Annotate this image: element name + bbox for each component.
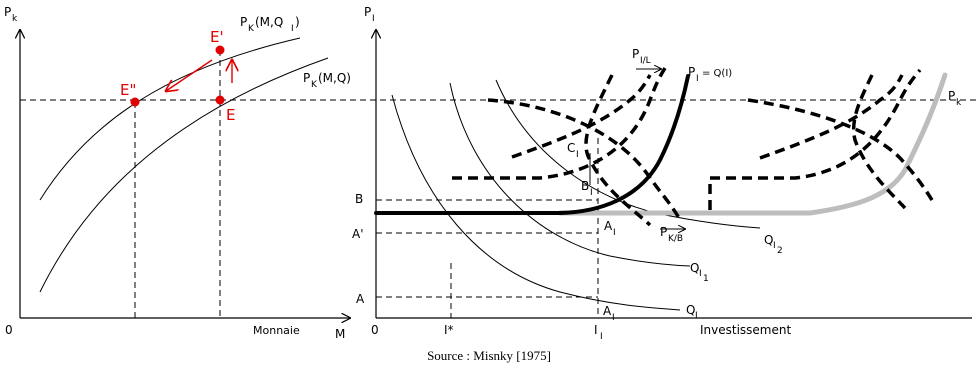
left-panel: P k 0 Monnaie M E' E" E P K (M,Q I ) P xyxy=(4,5,978,341)
left-x-axis-label: M xyxy=(335,327,345,341)
label-pil: P I/L xyxy=(632,47,661,69)
supply-curve-bold xyxy=(376,76,688,213)
label-curve-upper: P K (M,Q I ) xyxy=(240,15,300,34)
left-x-axis-name: Monnaie xyxy=(253,324,300,337)
svg-text:= Q(I): = Q(I) xyxy=(702,68,732,79)
isoquant-q2 xyxy=(450,83,690,266)
left-y-axis-sub: k xyxy=(12,14,18,24)
grey-supply-curve xyxy=(560,75,945,213)
svg-text:P: P xyxy=(303,71,310,85)
svg-text:(M,Q: (M,Q xyxy=(255,15,283,29)
label-point-b: B I xyxy=(581,179,593,198)
bold-dashed-vertical-right xyxy=(854,75,905,208)
svg-text:I: I xyxy=(576,150,579,160)
svg-text:I: I xyxy=(699,269,702,279)
svg-text:I: I xyxy=(773,241,776,251)
bold-dashed-arc-left xyxy=(512,75,650,157)
bold-dashed-vertical-left xyxy=(586,75,650,225)
svg-text:P: P xyxy=(688,65,695,79)
tick-a-prime: A' xyxy=(352,227,364,241)
curve-pk-lower xyxy=(40,58,328,292)
pk-label: P xyxy=(948,89,955,103)
left-y-axis-label: P xyxy=(4,5,11,19)
pk-label-sub: k xyxy=(956,98,962,108)
svg-text:I: I xyxy=(590,188,593,198)
svg-text:P: P xyxy=(632,47,639,61)
label-point-c: C I xyxy=(567,141,579,160)
tick-i: I xyxy=(594,323,598,337)
svg-text:I: I xyxy=(291,24,294,34)
svg-text:A: A xyxy=(603,304,612,318)
svg-text:2: 2 xyxy=(777,246,783,256)
red-arrow-left xyxy=(166,60,212,91)
svg-text:1: 1 xyxy=(703,274,709,284)
svg-text:I: I xyxy=(696,74,699,84)
svg-text:C: C xyxy=(567,141,575,155)
source-caption: Source : Misnky [1975] xyxy=(427,348,551,363)
svg-text:I: I xyxy=(695,311,698,321)
svg-text:I: I xyxy=(613,228,616,238)
right-x-axis-name: Investissement xyxy=(700,323,791,337)
label-iso-q3: Q I 2 xyxy=(764,233,783,256)
bold-dashed-pil-left xyxy=(452,68,665,178)
right-y-axis-label: P xyxy=(364,5,371,19)
label-e-prime: E' xyxy=(210,28,224,46)
label-e-double: E" xyxy=(120,81,136,99)
label-point-a-upper: A I xyxy=(604,219,616,238)
svg-text:I: I xyxy=(612,313,615,323)
svg-text:I/L: I/L xyxy=(640,56,651,66)
svg-text:K/B: K/B xyxy=(668,234,683,244)
svg-text:A: A xyxy=(604,219,613,233)
tick-a: A xyxy=(356,292,365,306)
svg-text:K: K xyxy=(248,24,255,34)
curve-pk-upper xyxy=(40,38,300,200)
svg-text:P: P xyxy=(660,225,667,239)
svg-text:K: K xyxy=(311,80,318,90)
right-origin: 0 xyxy=(371,323,379,337)
label-e: E xyxy=(226,106,235,124)
tick-istar: I* xyxy=(444,323,454,337)
bold-dashed-arc-right xyxy=(760,75,902,158)
tick-i-sub: I xyxy=(600,332,603,342)
label-pkb: P K/B xyxy=(660,225,685,244)
left-origin: 0 xyxy=(5,323,13,337)
svg-text:B: B xyxy=(581,179,589,193)
label-point-a-lower: A I xyxy=(603,304,615,323)
tick-b: B xyxy=(355,192,363,206)
label-iso-q2: Q I 1 xyxy=(690,261,709,284)
svg-text:(M,Q): (M,Q) xyxy=(318,71,351,85)
svg-text:): ) xyxy=(295,15,300,29)
label-supply-curve: P I = Q(I) xyxy=(688,65,732,84)
svg-text:P: P xyxy=(240,15,247,29)
right-panel: P I 0 Investissement P k B A' A I* I I xyxy=(352,5,972,342)
point-e xyxy=(216,96,225,105)
point-e-prime xyxy=(216,46,225,55)
right-y-axis-sub: I xyxy=(372,14,375,24)
label-curve-lower: P K (M,Q) xyxy=(303,71,351,90)
